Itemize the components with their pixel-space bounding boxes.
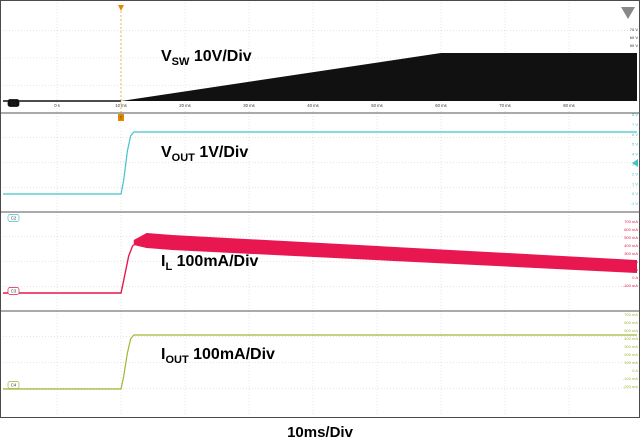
trigger-markers: T [118,5,638,167]
channel-scale-label: 0 V [632,191,638,196]
channel-scale-label: 600 mA [624,227,638,232]
x-tick-label: 60 ms [435,103,446,108]
channel-badge-label: C4 [11,383,17,388]
channel-3-ripple-band [133,233,638,273]
channel-scale-label: 2 V [632,171,638,176]
channel-badge-label: C2 [11,216,17,221]
channel-2-label: VOUT 1V/Div [161,144,248,164]
waveform-traces [3,53,638,390]
x-tick-label: 10 ms [115,103,126,108]
channel-scale-label: 4 V [632,152,638,157]
channel-scale-label: 100 mA [624,360,638,365]
channel-scale-label: 8 V [632,112,638,117]
channel-scale-label: 7 V [632,122,638,127]
channel-badge [7,287,20,295]
channel-scale-label: -100 mA [623,376,638,381]
channel-scale-label: 50 V [630,43,639,48]
channel-scale-label: 700 mA [624,312,638,317]
x-tick-label: 50 ms [371,103,382,108]
channel-scale-label: 200 mA [624,259,638,264]
channel-3-label: IL 100mA/Div [161,253,259,273]
channel-scale-label: -100 mA [623,283,638,288]
x-tick-label: 40 ms [307,103,318,108]
x-tick-label: 20 ms [179,103,190,108]
trigger-t-label: T [120,116,123,121]
channel-scale-label: 6 V [632,132,638,137]
x-tick-label: 30 ms [243,103,254,108]
channel-scale-label: 600 mA [624,320,638,325]
channel-scale-label: 300 mA [624,344,638,349]
channel-scale-label: -200 mA [623,384,638,389]
channel-badge [7,214,20,222]
channel-badge [7,99,20,107]
channel-badge-label: C1 [11,101,17,106]
trigger-t-badge [118,114,124,121]
trigger-level-marker [621,7,635,19]
channel-1-switching-envelope [121,53,637,101]
channel-scale-label: 60 V [630,35,639,40]
channel-2-trace [3,131,637,195]
channel-scale-label: 0 A [632,275,638,280]
channel-scale-label: 400 mA [624,336,638,341]
channel-3-rise [3,239,141,294]
channel-1-label: VSW 10V/Div [161,48,252,68]
channel-4-label: IOUT 100mA/Div [161,346,275,366]
trigger-position-marker [118,5,124,11]
channel-badges: C1 C2 C3 C4 [7,99,20,389]
channel-scale-label: 200 mA [624,352,638,357]
channel-badge-label: C3 [11,289,17,294]
channel-scale-label: 5 V [632,142,638,147]
channel-badge [7,381,20,389]
x-tick-label: 80 ms [563,103,574,108]
timebase-label: 10ms/Div [287,424,353,441]
channel-2-offset-marker [632,159,638,167]
channel-scale-label: -1 V [631,201,639,206]
channel-scale-label: 70 V [630,27,639,32]
channel-scale-labels: 70 V60 V50 V8 V7 V6 V5 V4 V3 V2 V1 V0 V-… [623,27,638,389]
channel-scale-label: 0 A [632,368,638,373]
channel-scale-label: 500 mA [624,235,638,240]
channel-4-trace [3,334,637,390]
x-tick-label: 0 s [54,103,60,108]
grid-lines [3,3,637,414]
channel-scale-label: 500 mA [624,328,638,333]
channel-scale-label: 1 V [632,181,638,186]
channel-dividers [1,112,640,312]
channel-scale-label: 700 mA [624,219,638,224]
channel-scale-label: 400 mA [624,243,638,248]
channel-scale-label: 300 mA [624,251,638,256]
channel-scale-label: 100 mA [624,267,638,272]
x-tick-label: 70 ms [499,103,510,108]
